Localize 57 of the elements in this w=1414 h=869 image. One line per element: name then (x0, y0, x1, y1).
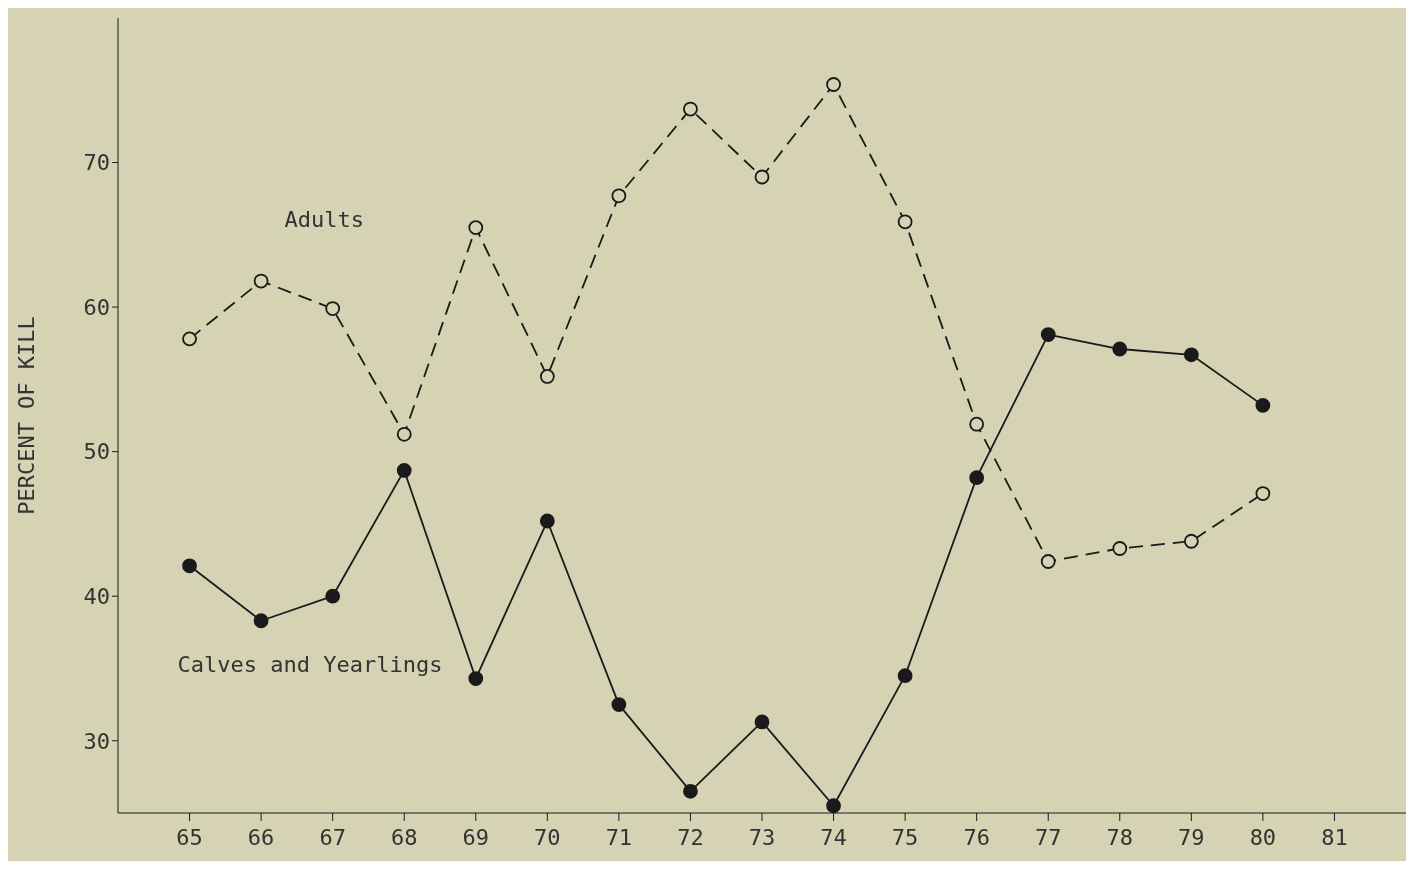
point (1112, 341, 1128, 357)
x-tick-label: 70 (534, 824, 561, 850)
x-tick-label: 66 (247, 824, 275, 850)
x-tick-label: 81 (1321, 824, 1348, 850)
point (1183, 533, 1199, 549)
y-tick-label: 40 (83, 583, 110, 609)
series-label: Calves and Yearlings (177, 651, 443, 677)
point (182, 558, 197, 574)
point (1255, 486, 1271, 501)
point (969, 470, 985, 486)
point (539, 513, 555, 529)
point (253, 613, 269, 629)
y-axis-title: PERCENT OF KILL (13, 316, 39, 515)
point (1040, 554, 1056, 569)
x-tick-label: 75 (891, 824, 919, 850)
point (611, 697, 627, 712)
x-tick-label: 65 (176, 824, 203, 850)
point (539, 369, 555, 384)
y-tick-label: 30 (83, 728, 110, 754)
point (897, 214, 913, 230)
point (396, 426, 412, 442)
x-tick-label: 71 (605, 824, 633, 850)
point (325, 588, 341, 604)
x-tick-label: 68 (390, 824, 418, 850)
point (468, 220, 484, 235)
point (611, 188, 627, 204)
x-tick-label: 74 (820, 824, 847, 850)
point (754, 714, 770, 730)
point (1040, 327, 1056, 342)
point (396, 463, 412, 478)
x-tick-label: 73 (748, 824, 776, 850)
point (1255, 397, 1271, 413)
point (1112, 541, 1128, 556)
x-tick-label: 80 (1249, 824, 1277, 850)
point (754, 169, 770, 185)
point (826, 77, 841, 92)
point (182, 331, 197, 347)
point (897, 668, 913, 684)
x-tick-label: 72 (677, 824, 704, 850)
y-tick-label: 50 (83, 439, 110, 465)
x-tick-label: 67 (319, 824, 346, 850)
text: Adults (284, 206, 365, 232)
point (826, 798, 841, 813)
x-tick-label: 79 (1178, 824, 1205, 850)
point (468, 671, 484, 686)
y-tick-label: 70 (83, 150, 110, 176)
x-tick-label: 78 (1106, 824, 1134, 850)
x-tick-label: 76 (963, 824, 990, 850)
y-tick-label: 60 (83, 294, 110, 320)
point (325, 301, 341, 316)
x-tick-label: 77 (1034, 824, 1062, 850)
point (253, 273, 269, 289)
x-tick-label: 69 (462, 824, 490, 850)
point (683, 101, 698, 117)
point (683, 783, 698, 799)
point (969, 416, 985, 432)
point (1183, 347, 1199, 363)
